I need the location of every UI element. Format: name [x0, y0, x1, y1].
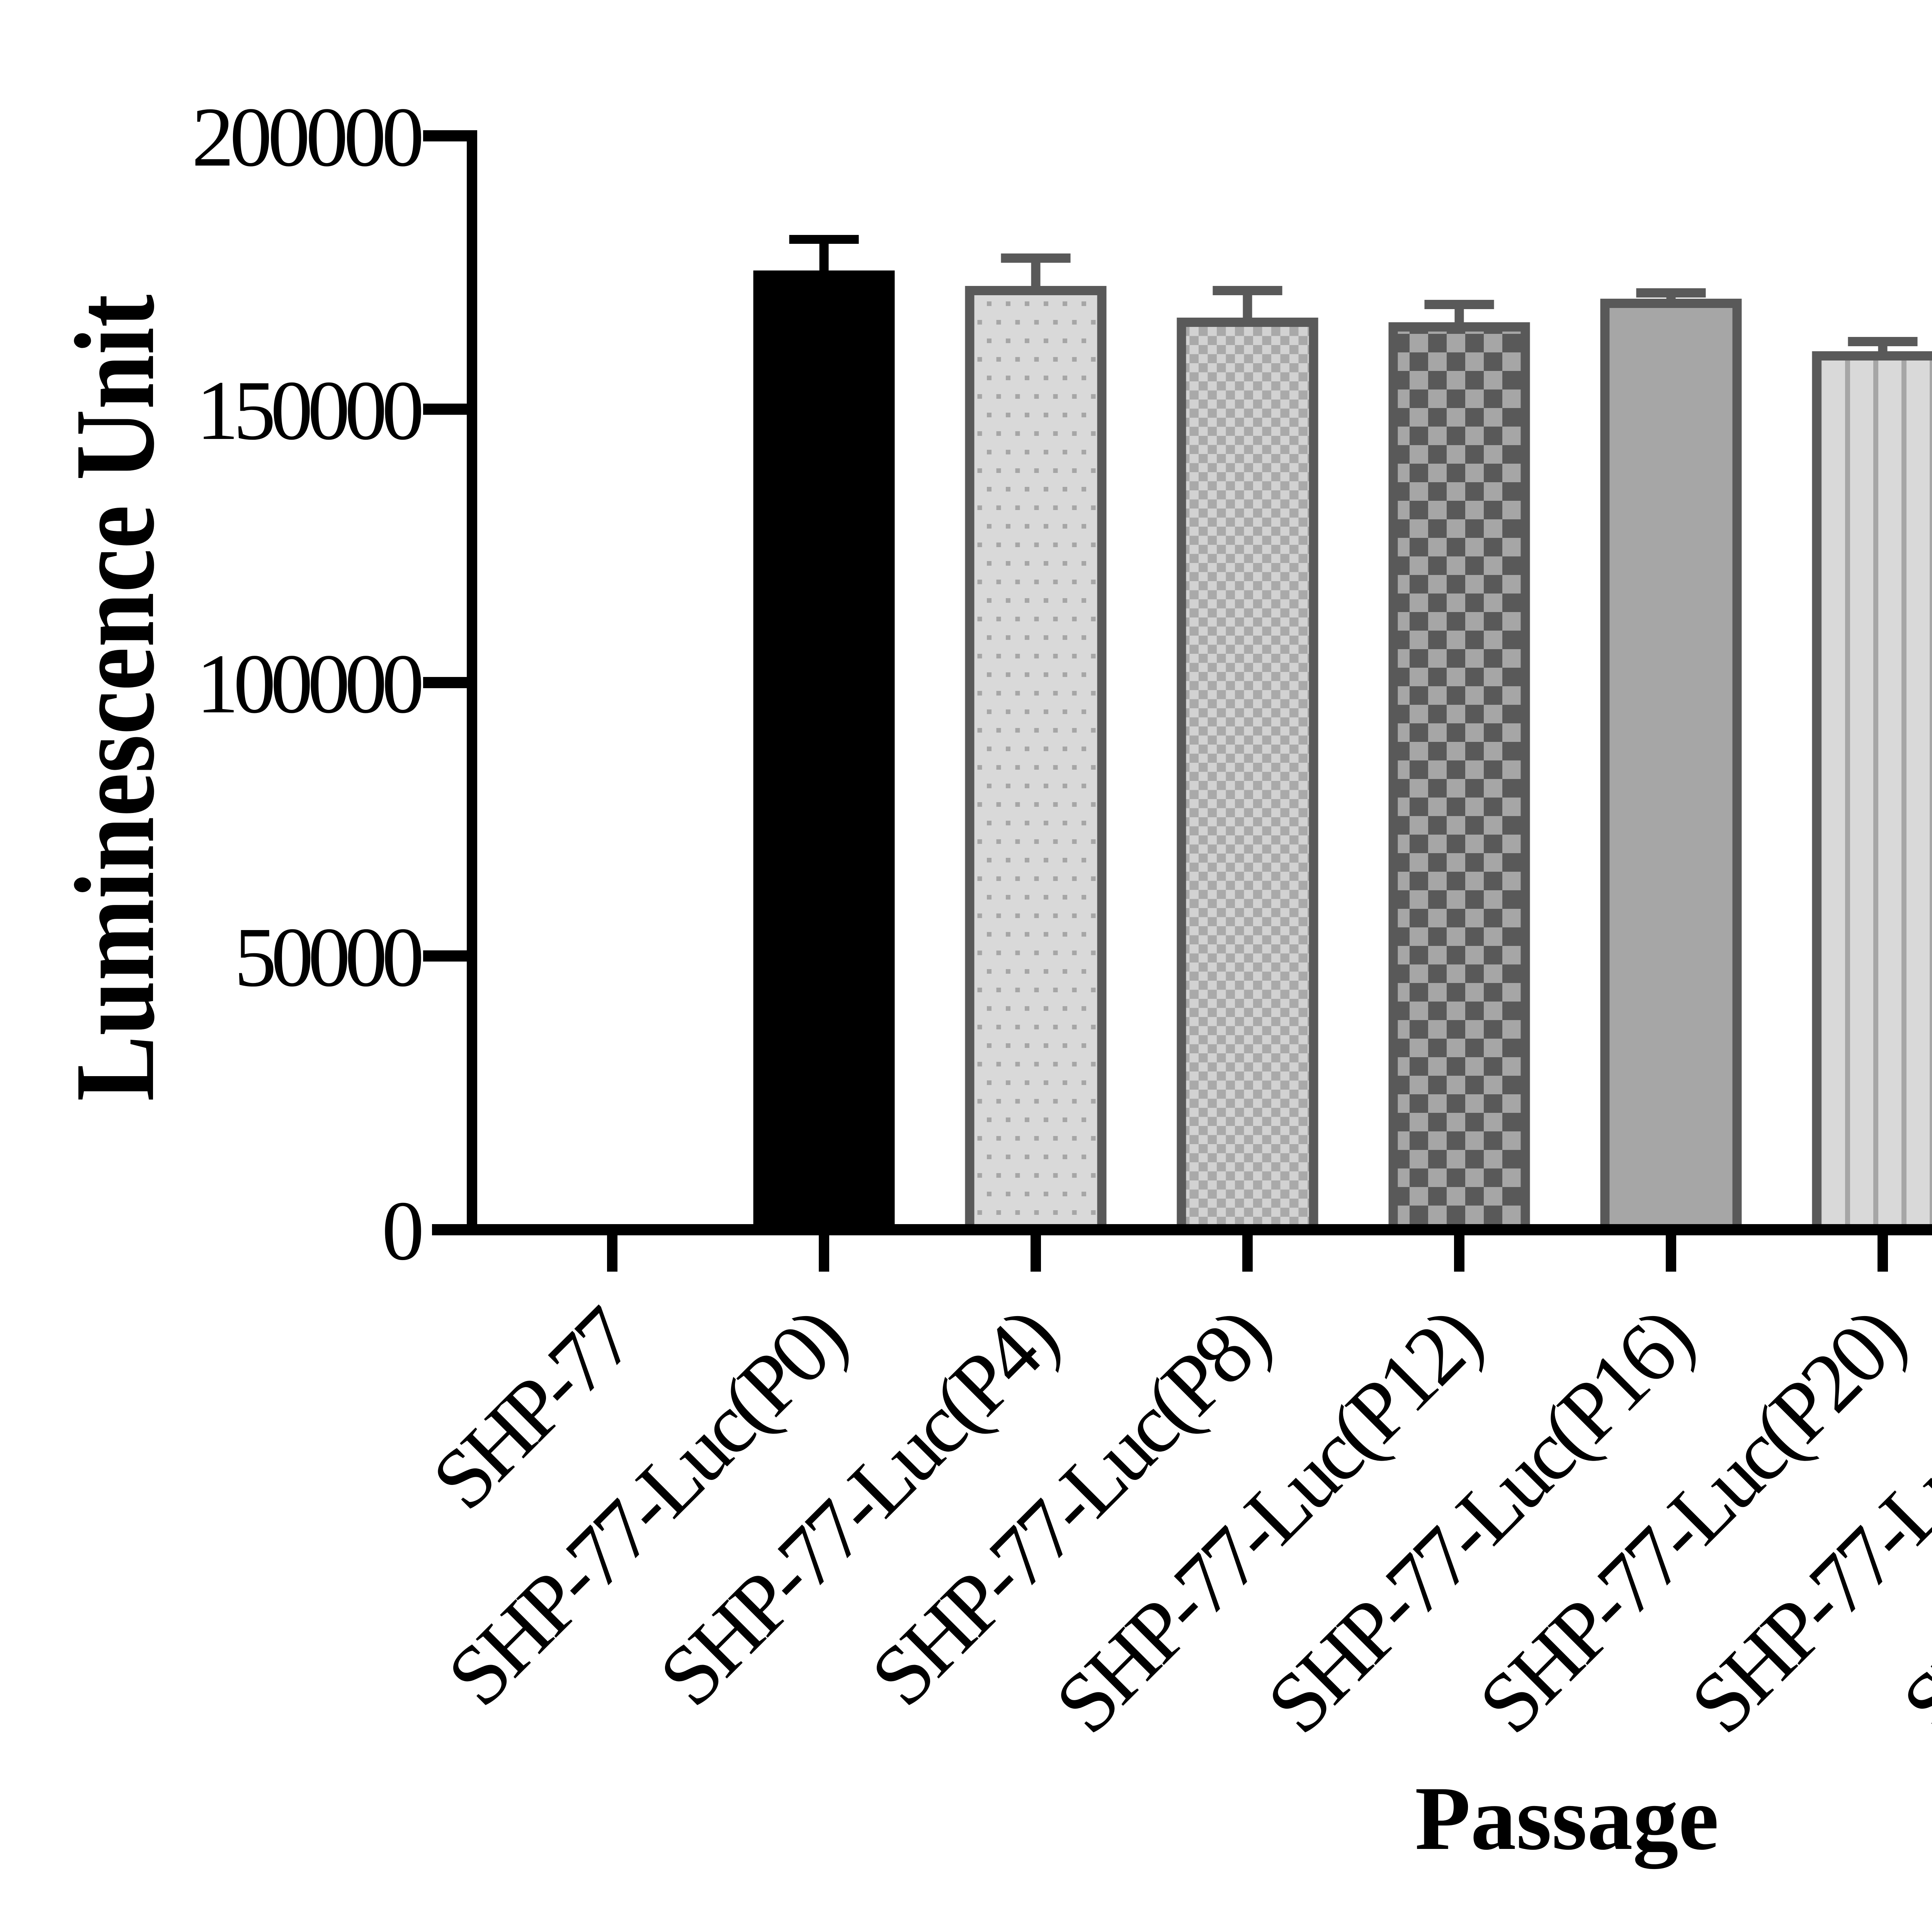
- svg-text:Passage: Passage: [1415, 1768, 1719, 1869]
- svg-text:50000: 50000: [234, 910, 424, 1004]
- svg-text:200000: 200000: [192, 90, 424, 184]
- svg-text:Luminescence Unit: Luminescence Unit: [51, 293, 178, 1101]
- svg-text:0: 0: [382, 1184, 424, 1278]
- svg-text:100000: 100000: [196, 637, 424, 731]
- svg-text:150000: 150000: [196, 363, 424, 457]
